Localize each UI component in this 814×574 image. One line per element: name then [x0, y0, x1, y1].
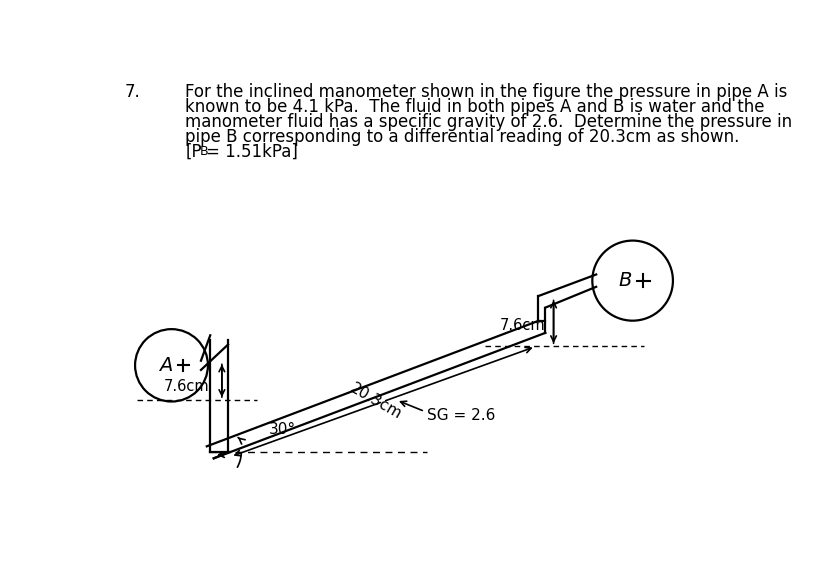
- Text: 7.: 7.: [125, 83, 141, 101]
- Text: manometer fluid has a specific gravity of 2.6.  Determine the pressure in: manometer fluid has a specific gravity o…: [186, 113, 793, 131]
- Text: 7.6cm: 7.6cm: [164, 379, 210, 394]
- Text: 20.3cm: 20.3cm: [348, 381, 405, 422]
- Text: [P: [P: [186, 143, 202, 161]
- Text: B: B: [618, 271, 632, 290]
- Text: A: A: [159, 356, 172, 375]
- Text: SG = 2.6: SG = 2.6: [427, 408, 496, 423]
- Text: pipe B corresponding to a differential reading of 20.3cm as shown.: pipe B corresponding to a differential r…: [186, 128, 740, 146]
- Text: For the inclined manometer shown in the figure the pressure in pipe A is: For the inclined manometer shown in the …: [186, 83, 788, 101]
- Text: B: B: [200, 145, 209, 158]
- Text: 7.6cm: 7.6cm: [500, 318, 545, 333]
- Text: known to be 4.1 kPa.  The fluid in both pipes A and B is water and the: known to be 4.1 kPa. The fluid in both p…: [186, 98, 765, 116]
- Text: 30°: 30°: [269, 422, 295, 437]
- Text: = 1.51kPa]: = 1.51kPa]: [207, 143, 298, 161]
